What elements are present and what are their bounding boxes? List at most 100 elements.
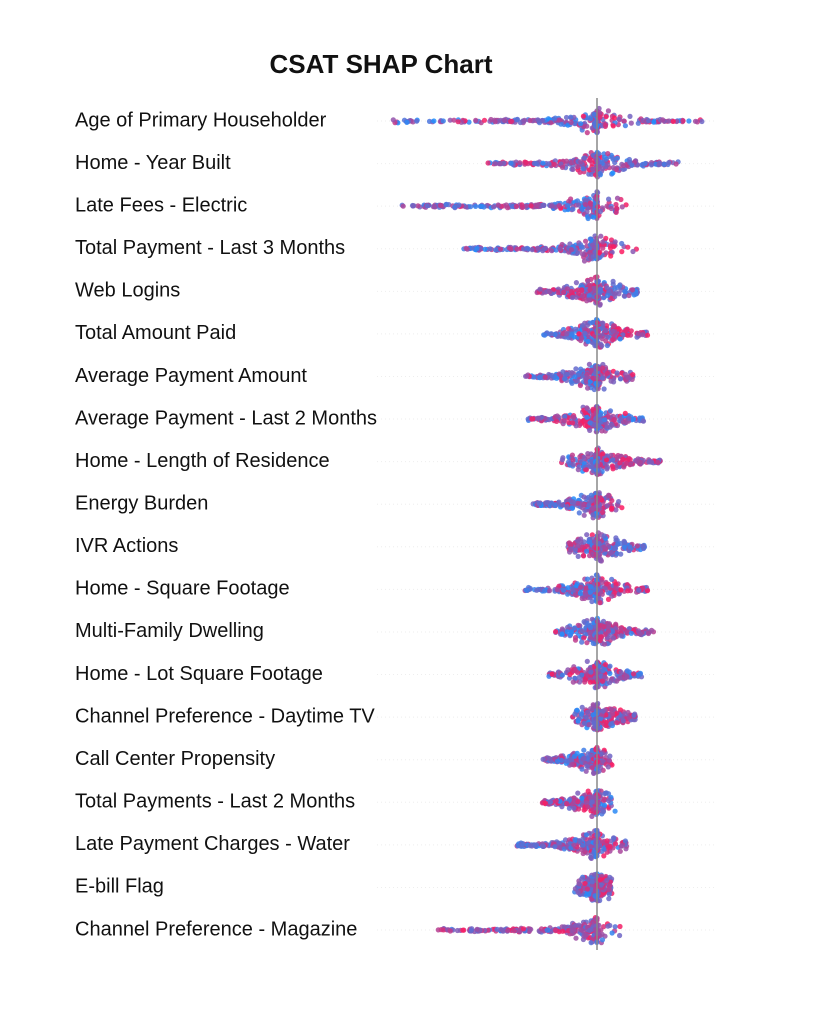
dot [514, 246, 520, 252]
dot [579, 876, 585, 882]
dot [618, 633, 624, 639]
dot [601, 853, 607, 859]
dot [521, 117, 528, 123]
dot [581, 755, 587, 761]
dot [583, 832, 590, 838]
dot [618, 376, 624, 382]
dot [609, 593, 615, 599]
dot [602, 122, 609, 128]
dot [619, 843, 625, 849]
dot [611, 417, 617, 423]
dot [642, 160, 648, 167]
dot [497, 161, 503, 167]
dot [541, 588, 548, 594]
dot [547, 588, 553, 594]
dot [588, 844, 594, 850]
feature-label: Home - Square Footage [75, 578, 290, 600]
dot [648, 162, 655, 168]
dot [508, 246, 514, 252]
dot [587, 679, 593, 685]
dot [529, 247, 535, 253]
dot [601, 624, 607, 630]
dot [600, 365, 606, 371]
dot [617, 336, 623, 342]
dot [576, 331, 582, 337]
dot [561, 418, 567, 424]
dot [607, 670, 613, 677]
dot [605, 764, 611, 770]
dot [619, 240, 625, 247]
dot [468, 204, 474, 210]
dot [549, 203, 555, 209]
dot [560, 587, 567, 593]
dot [600, 668, 606, 674]
dot [606, 492, 612, 498]
dot [599, 343, 605, 349]
dot [497, 246, 504, 252]
dot [554, 413, 560, 419]
dot [593, 410, 599, 416]
dot [567, 671, 573, 678]
dot [549, 372, 555, 378]
dot [590, 254, 596, 260]
dot [571, 805, 577, 811]
dot [549, 248, 555, 254]
dot [557, 246, 563, 252]
dot [585, 215, 591, 222]
dot [587, 624, 594, 631]
dot [559, 631, 565, 637]
dot [586, 283, 592, 289]
dot [610, 123, 616, 129]
dot [492, 161, 499, 167]
dot [569, 331, 575, 337]
dot [584, 208, 590, 215]
feature-swarm [530, 490, 625, 521]
dot [614, 195, 621, 201]
dot [587, 420, 593, 426]
dot [466, 119, 472, 125]
dot [602, 154, 608, 160]
dot [508, 160, 514, 166]
dot [611, 291, 618, 297]
dot [546, 288, 553, 294]
dot [661, 161, 667, 167]
dot [513, 203, 520, 210]
dot [569, 370, 575, 376]
dot [575, 500, 581, 506]
dot [568, 114, 574, 120]
dot [608, 378, 614, 384]
dot [415, 203, 421, 209]
dot [600, 320, 606, 326]
dot [400, 203, 406, 209]
dot [624, 668, 630, 674]
dot [570, 461, 576, 467]
dot [587, 539, 593, 545]
dot [528, 203, 534, 209]
feature-label: Late Fees - Electric [75, 194, 247, 216]
dot [599, 159, 605, 165]
dot [602, 791, 608, 797]
dot [595, 595, 601, 602]
dot [493, 247, 499, 253]
dot [622, 410, 628, 416]
dot [627, 113, 633, 119]
dot [637, 671, 643, 677]
dot [598, 634, 604, 640]
dot [680, 118, 686, 124]
chart-title: CSAT SHAP Chart [270, 49, 493, 79]
feature-swarm [390, 105, 705, 136]
dot [584, 375, 590, 381]
dot [520, 841, 526, 847]
dot [618, 551, 624, 557]
dot [606, 798, 612, 804]
dot [626, 292, 632, 299]
dot [531, 374, 537, 380]
dot [666, 160, 672, 166]
dot [579, 766, 585, 772]
dot [616, 326, 622, 332]
dot [609, 422, 615, 428]
dot [609, 498, 615, 504]
dot [621, 464, 627, 470]
dot [576, 838, 583, 844]
dot [579, 322, 586, 329]
